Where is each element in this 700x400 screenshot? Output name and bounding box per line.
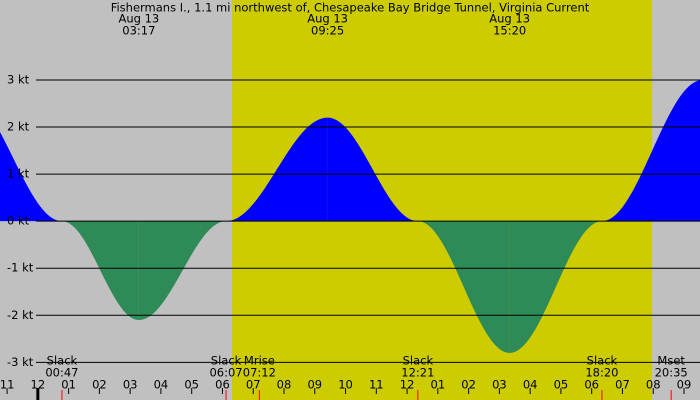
x-tick-label: 03: [492, 378, 507, 392]
flood-area: [226, 117, 328, 222]
event-time: 07:12: [243, 366, 276, 380]
x-tick-label: 04: [523, 378, 538, 392]
event-label: Slack: [211, 354, 242, 368]
event-label: Slack: [403, 354, 434, 368]
x-tick-label: 11: [369, 378, 384, 392]
event-time: 06:07: [209, 366, 242, 380]
top-date: Aug 13: [118, 12, 159, 26]
event-label: Slack: [47, 354, 78, 368]
y-tick-label: -2 kt: [7, 308, 34, 322]
y-tick-label: -3 kt: [7, 355, 34, 369]
event-label: Slack: [587, 354, 618, 368]
x-tick-label: 08: [646, 378, 661, 392]
x-tick-label: 05: [184, 378, 199, 392]
event-time: 12:21: [401, 366, 434, 380]
flood-area: [601, 80, 700, 222]
x-tick-label: 09: [307, 378, 322, 392]
ebb-area: [509, 221, 602, 353]
event-time: 20:35: [655, 366, 688, 380]
y-tick-label: 3 kt: [7, 73, 30, 87]
x-tick-label: 07: [615, 378, 630, 392]
y-tick-label: 1 kt: [7, 167, 30, 181]
x-tick-label: 03: [123, 378, 138, 392]
ebb-area: [61, 221, 139, 320]
x-tick-label: 12: [400, 378, 415, 392]
x-tick-label: 04: [154, 378, 169, 392]
x-tick-label: 10: [338, 378, 353, 392]
x-tick-label: 05: [554, 378, 569, 392]
y-tick-label: -1 kt: [7, 261, 34, 275]
x-tick-label: 11: [0, 378, 14, 392]
x-tick-label: 08: [277, 378, 292, 392]
x-tick-label: 01: [61, 378, 76, 392]
top-time: 09:25: [311, 24, 344, 38]
ebb-area: [417, 221, 510, 353]
flood-area: [327, 117, 418, 222]
ebb-area: [138, 221, 227, 320]
x-tick-label: 02: [461, 378, 476, 392]
x-tick-label: 01: [431, 378, 446, 392]
event-time: 18:20: [585, 366, 618, 380]
y-tick-label: 0 kt: [7, 214, 30, 228]
x-tick-label: 06: [584, 378, 599, 392]
x-tick-label: 02: [92, 378, 107, 392]
chart-title: Fishermans I., 1.1 mi northwest of, Ches…: [111, 1, 590, 15]
event-label: Mrise: [244, 354, 275, 368]
event-time: 00:47: [45, 366, 78, 380]
y-tick-label: 2 kt: [7, 120, 30, 134]
event-label: Mset: [657, 354, 685, 368]
x-tick-label: 07: [246, 378, 261, 392]
x-tick-label: 06: [215, 378, 230, 392]
flood-area: [0, 131, 62, 222]
top-time: 03:17: [122, 24, 155, 38]
x-tick-label: 09: [677, 378, 692, 392]
top-date: Aug 13: [307, 12, 348, 26]
top-time: 15:20: [493, 24, 526, 38]
top-date: Aug 13: [489, 12, 530, 26]
x-tick-label: 12: [31, 378, 46, 392]
